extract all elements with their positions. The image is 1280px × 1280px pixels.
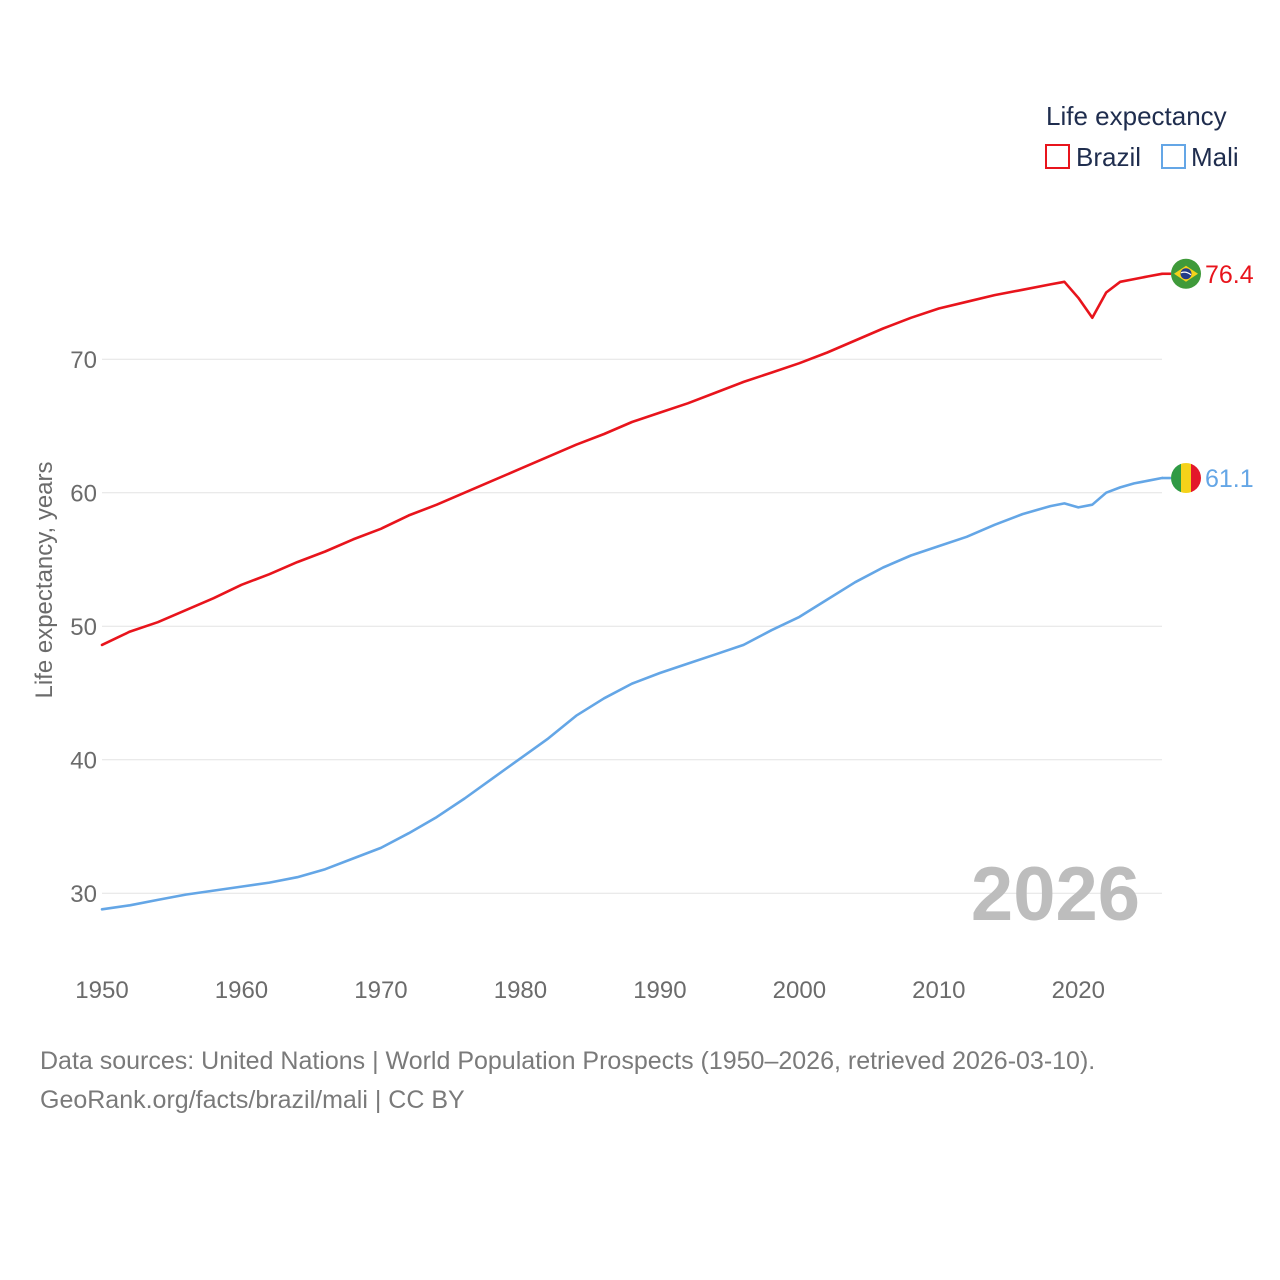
x-tick-label: 1970 bbox=[354, 977, 407, 1004]
legend-label-brazil[interactable]: Brazil bbox=[1076, 142, 1141, 172]
series-line-mali[interactable] bbox=[100, 476, 1164, 911]
y-tick-label: 60 bbox=[70, 481, 97, 508]
source-line: Data sources: United Nations | World Pop… bbox=[40, 1047, 1095, 1075]
y-tick-label: 30 bbox=[70, 881, 97, 908]
mali-flag-stripes bbox=[1171, 463, 1201, 494]
x-tick-label: 1950 bbox=[75, 977, 128, 1004]
x-tick-label: 2020 bbox=[1052, 977, 1105, 1004]
mali-flag-yellow bbox=[1181, 463, 1191, 494]
legend-swatch-mali[interactable] bbox=[1161, 144, 1186, 169]
y-tick-label: 40 bbox=[70, 748, 97, 775]
y-axis-ticks: 30 40 50 60 70 bbox=[70, 347, 97, 908]
x-tick-label: 2000 bbox=[773, 977, 826, 1004]
credit-line[interactable]: GeoRank.org/facts/brazil/mali | CC BY bbox=[40, 1086, 465, 1114]
x-tick-label: 2010 bbox=[912, 977, 965, 1004]
mali-flag-green bbox=[1171, 463, 1181, 494]
legend: Life expectancy Brazil Mali bbox=[1045, 101, 1239, 172]
legend-swatch-brazil[interactable] bbox=[1045, 144, 1070, 169]
end-value-label-mali: 61.1 bbox=[1205, 465, 1254, 493]
grid-layer bbox=[102, 358, 1162, 894]
legend-label-mali[interactable]: Mali bbox=[1191, 142, 1239, 172]
brazil-flag-band bbox=[1180, 271, 1192, 276]
mali-flag-icon bbox=[1171, 463, 1201, 494]
y-tick-label: 70 bbox=[70, 347, 97, 374]
end-value-label-brazil: 76.4 bbox=[1205, 261, 1254, 289]
x-axis-ticks: 1950 1960 1970 1980 1990 2000 2010 2020 bbox=[75, 977, 1105, 1004]
series-line-brazil[interactable] bbox=[100, 272, 1164, 647]
x-tick-label: 1990 bbox=[633, 977, 686, 1004]
current-year-label: 2026 bbox=[971, 852, 1140, 937]
endpoint-layer: 76.4 61.1 bbox=[1171, 258, 1254, 494]
brazil-flag-globe bbox=[1180, 268, 1192, 280]
series-layer bbox=[100, 272, 1171, 911]
y-axis-title: Life expectancy, years bbox=[31, 461, 58, 698]
brazil-flag-icon bbox=[1171, 258, 1201, 289]
x-tick-label: 1980 bbox=[494, 977, 547, 1004]
legend-title: Life expectancy bbox=[1046, 101, 1227, 131]
y-tick-label: 50 bbox=[70, 614, 97, 641]
mali-flag-red bbox=[1191, 463, 1201, 494]
x-tick-label: 1960 bbox=[215, 977, 268, 1004]
